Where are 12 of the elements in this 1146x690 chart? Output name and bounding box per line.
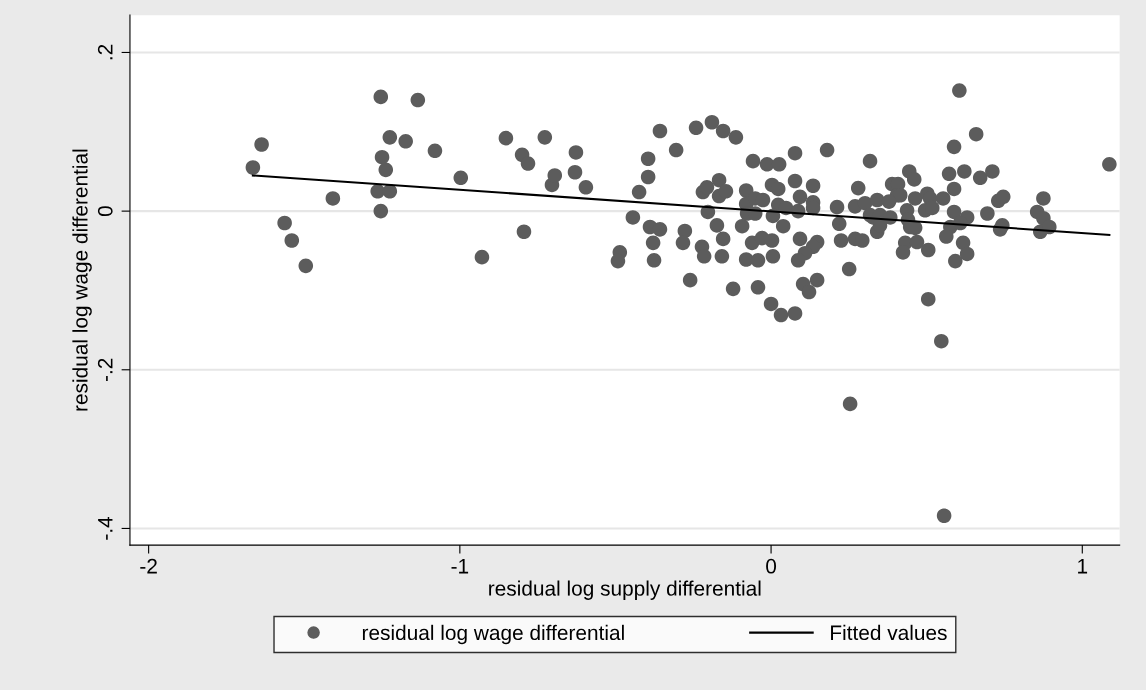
- x-tick-label: -2: [140, 558, 157, 574]
- x-tick-label: -1: [451, 559, 469, 574]
- y-tick-label: -.4: [98, 516, 113, 540]
- y-tick-label: -.2: [97, 358, 113, 382]
- x-axis-title: residual log supply differential: [489, 580, 761, 600]
- y-axis-title: residual log wage differential: [72, 149, 92, 411]
- legend-label: residual log wage differential: [362, 624, 624, 645]
- y-tick-label: .2: [97, 44, 113, 60]
- x-tick-label: 1: [1078, 559, 1088, 574]
- legend-label: Fitted values: [831, 624, 947, 641]
- x-tick-label: 0: [766, 558, 777, 574]
- y-tick-label: 0: [97, 206, 113, 217]
